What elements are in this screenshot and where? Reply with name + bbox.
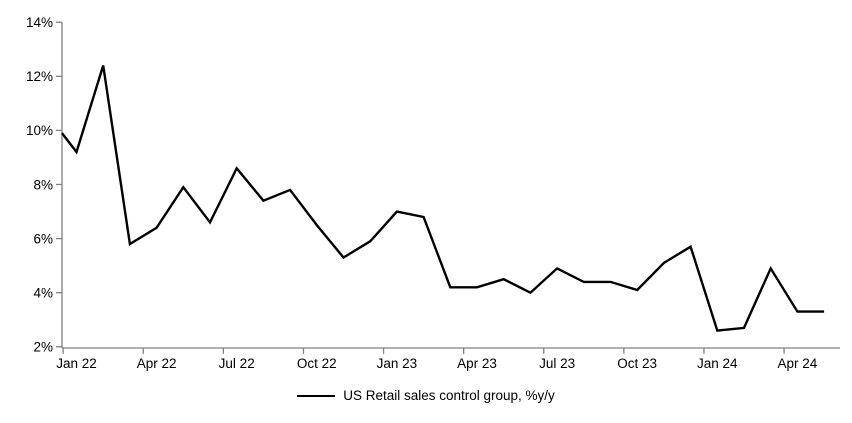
x-tick-label: Jan 22 — [56, 356, 97, 371]
x-tick-label: Apr 24 — [778, 356, 818, 371]
x-tick-label: Jul 23 — [539, 356, 575, 371]
y-tick-label: 6% — [33, 231, 53, 246]
y-tick-label: 10% — [26, 123, 53, 138]
x-tick-label: Jan 24 — [697, 356, 738, 371]
y-tick-label: 12% — [26, 69, 53, 84]
x-tick-label: Apr 23 — [457, 356, 497, 371]
y-tick-label: 2% — [33, 340, 53, 355]
x-tick-label: Oct 23 — [617, 356, 657, 371]
x-tick-label: Jan 23 — [377, 356, 418, 371]
x-tick-label: Oct 22 — [297, 356, 337, 371]
legend: US Retail sales control group, %y/y — [0, 388, 852, 403]
series-line-0 — [61, 65, 825, 332]
plot-area: 2% 4% 6% 8% 10% 12% 14% Jan 22 Apr 22 Jul 22 Oct 2… — [26, 15, 840, 371]
y-tick-label: 4% — [33, 286, 53, 301]
x-tick-label: Jul 22 — [219, 356, 255, 371]
legend-label: US Retail sales control group, %y/y — [343, 388, 555, 403]
x-tick-label: Apr 22 — [137, 356, 177, 371]
legend-line-swatch — [297, 394, 336, 397]
y-tick-label: 8% — [33, 177, 53, 192]
y-tick-label: 14% — [26, 15, 53, 30]
